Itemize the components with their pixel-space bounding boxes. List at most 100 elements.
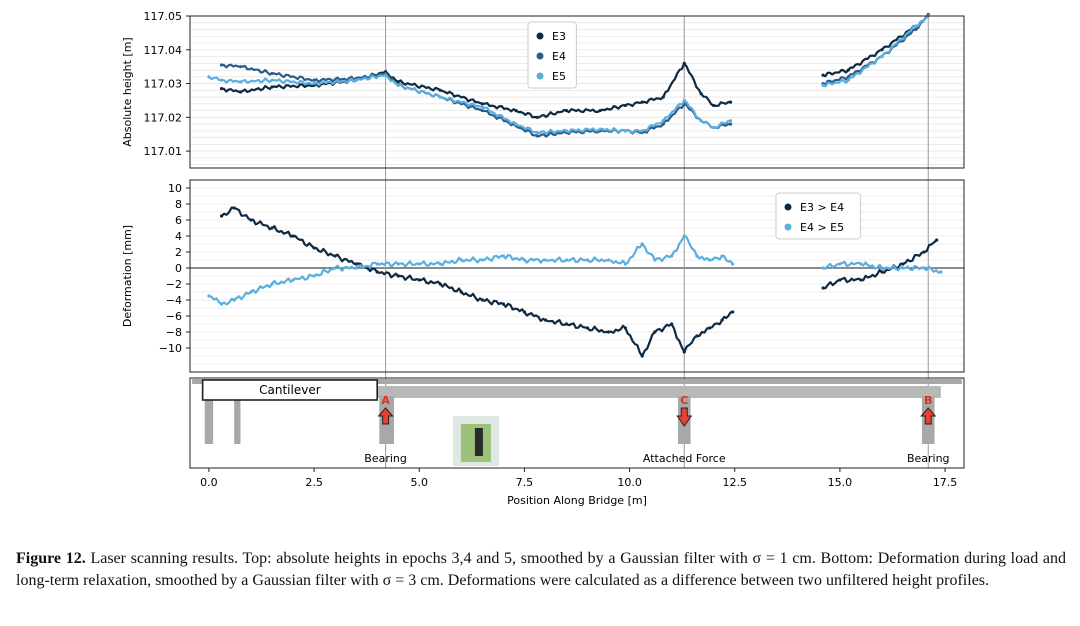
data-point <box>291 278 295 282</box>
y-axis-label-bottom: Deformation [mm] <box>121 225 134 327</box>
data-point <box>623 103 627 108</box>
data-point <box>661 122 665 126</box>
x-tick-label: 10.0 <box>617 476 642 489</box>
data-point <box>914 24 918 28</box>
data-point <box>707 326 712 330</box>
data-point <box>270 78 274 82</box>
data-point <box>640 129 644 133</box>
x-tick-label: 0.0 <box>200 476 218 489</box>
marker-label: Attached Force <box>643 452 726 465</box>
data-point <box>219 78 224 82</box>
data-point <box>232 298 236 302</box>
y-tick-label: 2 <box>175 246 182 259</box>
data-point <box>712 125 716 130</box>
data-point <box>535 134 539 138</box>
data-point <box>640 354 644 358</box>
legend-bottom: E3 > E4 E4 > E5 <box>775 192 861 240</box>
y-tick-label: 117.04 <box>144 44 183 57</box>
y-tick-label: 4 <box>175 230 182 243</box>
data-point <box>880 266 884 270</box>
marker-letter: A <box>381 394 390 407</box>
data-point <box>501 254 505 258</box>
caption-lead: Figure 12. <box>16 550 86 567</box>
data-point <box>480 105 484 109</box>
data-point <box>821 286 825 290</box>
data-point <box>219 63 224 67</box>
data-point <box>821 83 825 87</box>
data-point <box>564 322 569 326</box>
y-tick-label: 117.03 <box>144 78 183 91</box>
data-point <box>623 129 627 133</box>
data-point <box>846 78 850 82</box>
data-point <box>249 218 253 222</box>
y-tick-label: 117.05 <box>144 10 183 23</box>
data-point <box>535 115 539 119</box>
data-point <box>522 310 527 314</box>
support-pier <box>234 396 241 444</box>
y-tick-label: −8 <box>166 326 182 339</box>
data-point <box>670 254 674 258</box>
scanner-photo-lens <box>474 428 483 456</box>
x-axis-label: Position Along Bridge [m] <box>507 494 647 507</box>
data-point <box>922 250 926 254</box>
y-tick-label: −4 <box>166 294 182 307</box>
cantilever-label: Cantilever <box>259 383 321 397</box>
data-point <box>901 262 905 266</box>
data-point <box>670 322 674 326</box>
x-tick-label: 15.0 <box>828 476 853 489</box>
data-point <box>543 258 548 262</box>
data-point <box>522 258 527 262</box>
data-point <box>859 278 863 282</box>
data-point <box>270 282 274 286</box>
data-point <box>354 78 358 82</box>
x-tick-label: 2.5 <box>305 476 323 489</box>
data-point <box>249 290 253 294</box>
data-point <box>396 80 400 84</box>
data-point <box>238 65 243 69</box>
data-point <box>238 80 243 84</box>
data-point <box>333 254 337 258</box>
legend-marker <box>784 203 792 211</box>
legend-label: E4 <box>552 50 566 63</box>
data-point <box>312 274 316 278</box>
data-point <box>514 122 518 126</box>
figure-caption: Figure 12. Laser scanning results. Top: … <box>16 548 1066 592</box>
data-point <box>312 78 316 82</box>
data-point <box>922 266 926 270</box>
x-tick-label: 17.5 <box>933 476 958 489</box>
data-point <box>354 262 358 266</box>
marker-label: Bearing <box>907 452 950 465</box>
legend-marker <box>536 52 544 60</box>
data-point <box>606 258 611 262</box>
data-point <box>219 87 224 91</box>
y-tick-label: 8 <box>175 198 182 211</box>
data-point <box>653 258 657 262</box>
data-point <box>312 246 316 250</box>
x-tick-label: 12.5 <box>722 476 747 489</box>
y-tick-label: 10 <box>168 182 182 195</box>
legend-label: E3 > E4 <box>800 201 844 214</box>
data-point <box>731 310 735 314</box>
data-point <box>375 262 379 266</box>
data-point <box>438 88 442 92</box>
data-point <box>480 258 484 262</box>
y-tick-label: 0 <box>175 262 182 275</box>
x-tick-label: 7.5 <box>516 476 534 489</box>
legend-label: E5 <box>552 70 566 83</box>
data-point <box>270 226 274 230</box>
data-point <box>728 122 733 126</box>
data-point <box>695 334 699 338</box>
force-arrow-down-icon <box>676 407 693 427</box>
legend-label: E3 <box>552 30 566 43</box>
panel-bottom-frame <box>189 179 965 373</box>
y-tick-label: 117.01 <box>144 145 183 158</box>
data-point <box>207 75 211 79</box>
panel-top-bg <box>190 16 964 168</box>
data-point <box>682 61 686 65</box>
data-point <box>438 282 442 286</box>
data-point <box>821 266 825 270</box>
y-tick-label: 117.02 <box>144 111 183 124</box>
y-tick-label: −2 <box>166 278 182 291</box>
bridge-deck <box>192 379 962 384</box>
y-tick-label: 6 <box>175 214 182 227</box>
